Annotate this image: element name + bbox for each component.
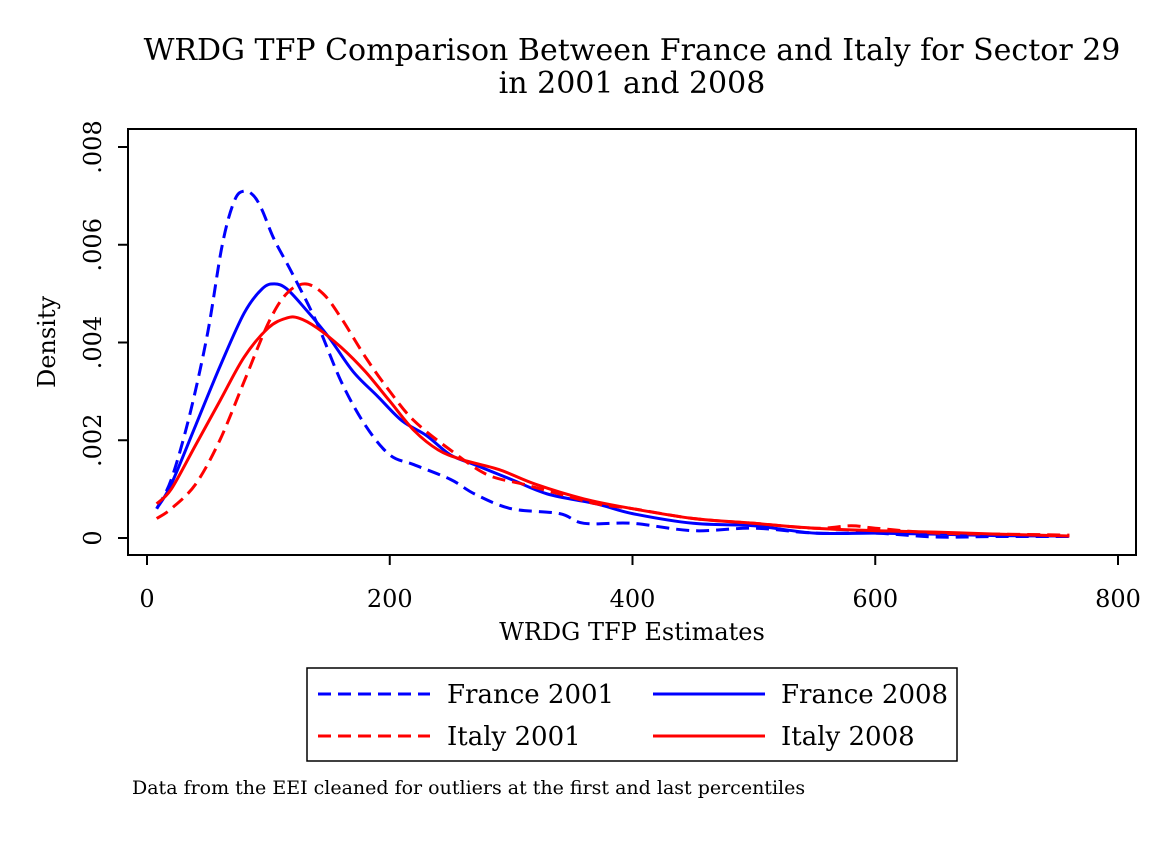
x-tick-label-1: 200 <box>367 585 413 613</box>
y-tick-label-2: .004 <box>79 316 107 369</box>
y-axis-title: Density <box>33 296 61 389</box>
x-axis-title: WRDG TFP Estimates <box>499 618 765 646</box>
chart-note: Data from the EEI cleaned for outliers a… <box>132 777 805 799</box>
series-line-italy-2001 <box>155 282 1070 537</box>
legend: France 2001 France 2008 Italy 2001 Italy 20… <box>318 680 948 752</box>
x-tick-label-4: 800 <box>1095 585 1141 613</box>
y-tick-label-3: .006 <box>79 218 107 271</box>
x-tick-label-2: 400 <box>610 585 656 613</box>
y-tick-label-4: .008 <box>79 120 107 173</box>
plot-frame <box>127 128 1137 556</box>
x-axis: 0 200 400 600 800 <box>139 555 1141 613</box>
series-line-france-2008 <box>155 282 1070 538</box>
x-tick-label-0: 0 <box>139 585 154 613</box>
y-tick-label-1: .002 <box>79 414 107 467</box>
chart-title-line2: in 2001 and 2008 <box>499 66 766 101</box>
chart-title: WRDG TFP Comparison Between France and I… <box>144 33 1121 68</box>
y-tick-label-0: 0 <box>79 530 107 545</box>
y-axis: 0 .002 .004 .006 .008 <box>79 120 128 546</box>
legend-label-france-2001: France 2001 <box>447 680 614 710</box>
x-tick-label-3: 600 <box>852 585 898 613</box>
series-line-france-2001 <box>155 189 1070 539</box>
legend-label-france-2008: France 2008 <box>781 680 948 710</box>
legend-box <box>306 667 958 762</box>
legend-label-italy-2008: Italy 2008 <box>781 722 915 752</box>
series-line-italy-2008 <box>155 315 1070 538</box>
series-layer <box>155 189 1070 539</box>
legend-label-italy-2001: Italy 2001 <box>447 722 581 752</box>
